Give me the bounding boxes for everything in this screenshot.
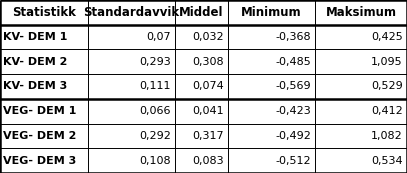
- Text: Standardavvik: Standardavvik: [83, 6, 179, 19]
- Text: 0,425: 0,425: [371, 32, 403, 42]
- Text: Statistikk: Statistikk: [12, 6, 76, 19]
- Bar: [0, 25, 88, 49]
- Text: 0,529: 0,529: [371, 81, 403, 92]
- Bar: [88, 0, 175, 25]
- Text: VEG- DEM 3: VEG- DEM 3: [3, 156, 77, 166]
- Bar: [228, 74, 315, 99]
- Text: KV- DEM 3: KV- DEM 3: [3, 81, 68, 92]
- Bar: [88, 124, 175, 148]
- Text: 0,293: 0,293: [139, 57, 171, 67]
- Text: 1,082: 1,082: [371, 131, 403, 141]
- Bar: [228, 124, 315, 148]
- Bar: [88, 99, 175, 124]
- Bar: [315, 49, 407, 74]
- Bar: [88, 74, 175, 99]
- Text: -0,512: -0,512: [276, 156, 311, 166]
- Text: 0,308: 0,308: [192, 57, 224, 67]
- Bar: [315, 74, 407, 99]
- Text: -0,492: -0,492: [276, 131, 311, 141]
- Bar: [228, 49, 315, 74]
- Bar: [0, 124, 88, 148]
- Text: 0,412: 0,412: [371, 106, 403, 116]
- Bar: [0, 148, 88, 173]
- Bar: [0, 0, 88, 25]
- Text: -0,569: -0,569: [276, 81, 311, 92]
- Bar: [228, 25, 315, 49]
- Bar: [228, 99, 315, 124]
- Bar: [175, 148, 228, 173]
- Text: 0,066: 0,066: [140, 106, 171, 116]
- Bar: [315, 25, 407, 49]
- Text: 0,292: 0,292: [139, 131, 171, 141]
- Text: Minimum: Minimum: [241, 6, 302, 19]
- Bar: [0, 49, 88, 74]
- Bar: [175, 25, 228, 49]
- Text: Maksimum: Maksimum: [326, 6, 397, 19]
- Text: 0,032: 0,032: [192, 32, 224, 42]
- Text: KV- DEM 2: KV- DEM 2: [3, 57, 68, 67]
- Text: 0,07: 0,07: [146, 32, 171, 42]
- Bar: [315, 0, 407, 25]
- Text: 0,108: 0,108: [139, 156, 171, 166]
- Bar: [88, 148, 175, 173]
- Text: 1,095: 1,095: [371, 57, 403, 67]
- Bar: [228, 0, 315, 25]
- Text: -0,423: -0,423: [276, 106, 311, 116]
- Bar: [175, 99, 228, 124]
- Text: 0,317: 0,317: [192, 131, 224, 141]
- Bar: [315, 148, 407, 173]
- Bar: [175, 74, 228, 99]
- Text: 0,534: 0,534: [371, 156, 403, 166]
- Text: 0,083: 0,083: [192, 156, 224, 166]
- Bar: [0, 99, 88, 124]
- Text: 0,041: 0,041: [192, 106, 224, 116]
- Text: 0,074: 0,074: [192, 81, 224, 92]
- Bar: [0, 74, 88, 99]
- Text: VEG- DEM 2: VEG- DEM 2: [3, 131, 77, 141]
- Bar: [228, 148, 315, 173]
- Bar: [175, 0, 228, 25]
- Text: Middel: Middel: [179, 6, 224, 19]
- Bar: [315, 99, 407, 124]
- Bar: [315, 124, 407, 148]
- Text: -0,368: -0,368: [276, 32, 311, 42]
- Bar: [175, 124, 228, 148]
- Bar: [88, 49, 175, 74]
- Bar: [175, 49, 228, 74]
- Text: VEG- DEM 1: VEG- DEM 1: [3, 106, 77, 116]
- Bar: [88, 25, 175, 49]
- Text: KV- DEM 1: KV- DEM 1: [3, 32, 68, 42]
- Text: -0,485: -0,485: [276, 57, 311, 67]
- Text: 0,111: 0,111: [140, 81, 171, 92]
